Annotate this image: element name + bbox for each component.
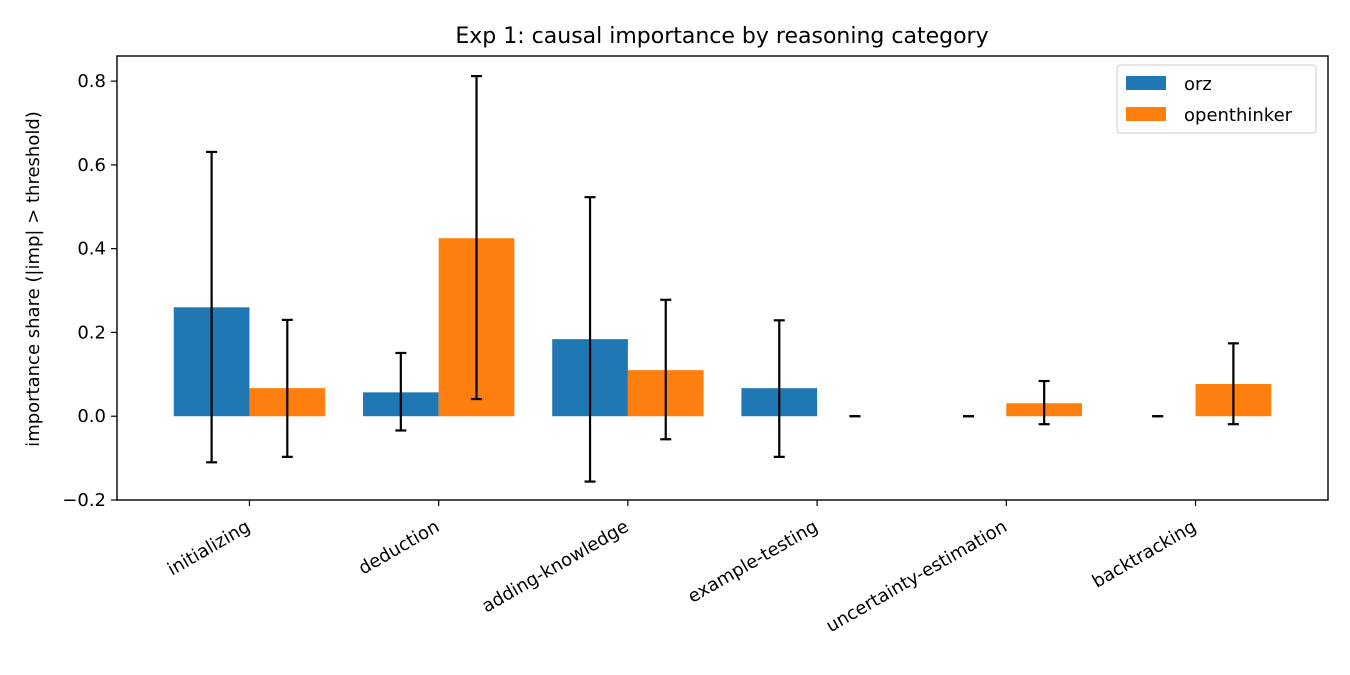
legend: orz openthinker	[1116, 64, 1317, 134]
legend-swatch-openthinker	[1126, 107, 1166, 121]
legend-frame	[1116, 64, 1317, 134]
legend-label-orz: orz	[1184, 74, 1212, 95]
plot-frame	[116, 55, 1329, 501]
y-tick-label: 0.2	[77, 322, 106, 343]
legend-swatch-orz	[1126, 76, 1166, 90]
y-tick-label: 0.0	[77, 406, 106, 427]
y-axis-label: importance share (|imp| > threshold)	[23, 111, 44, 447]
chart-title: Exp 1: causal importance by reasoning ca…	[455, 24, 988, 49]
y-tick-label: 0.4	[77, 239, 106, 260]
y-tick-label: 0.8	[77, 71, 106, 92]
y-tick-label: 0.6	[77, 155, 106, 176]
y-tick-label: −0.2	[62, 490, 106, 511]
legend-label-openthinker: openthinker	[1184, 105, 1293, 126]
